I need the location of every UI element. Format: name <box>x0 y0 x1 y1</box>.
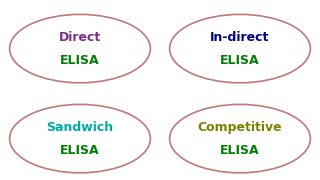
Text: Competitive: Competitive <box>198 121 282 134</box>
Text: In-direct: In-direct <box>210 31 270 44</box>
Ellipse shape <box>10 14 150 83</box>
Text: Direct: Direct <box>59 31 101 44</box>
Text: ELISA: ELISA <box>220 144 260 157</box>
Text: ELISA: ELISA <box>220 54 260 67</box>
Text: Sandwich: Sandwich <box>46 121 114 134</box>
Ellipse shape <box>170 14 310 83</box>
Text: ELISA: ELISA <box>60 144 100 157</box>
Ellipse shape <box>170 104 310 173</box>
Ellipse shape <box>10 104 150 173</box>
Text: ELISA: ELISA <box>60 54 100 67</box>
